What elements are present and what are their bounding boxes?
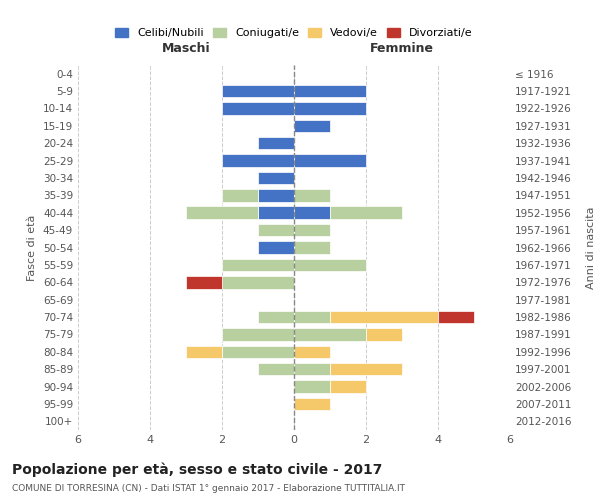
Bar bbox=[330, 363, 402, 376]
Y-axis label: Anni di nascita: Anni di nascita bbox=[586, 206, 595, 289]
Bar bbox=[222, 189, 258, 202]
Bar bbox=[366, 328, 402, 340]
Bar bbox=[294, 85, 366, 98]
Bar bbox=[294, 363, 330, 376]
Bar bbox=[186, 276, 222, 288]
Text: Popolazione per età, sesso e stato civile - 2017: Popolazione per età, sesso e stato civil… bbox=[12, 462, 382, 477]
Bar bbox=[258, 137, 294, 149]
Bar bbox=[222, 346, 294, 358]
Bar bbox=[222, 276, 294, 288]
Bar bbox=[222, 85, 294, 98]
Bar bbox=[258, 363, 294, 376]
Bar bbox=[258, 172, 294, 184]
Bar bbox=[294, 154, 366, 167]
Bar bbox=[258, 224, 294, 236]
Bar bbox=[294, 346, 330, 358]
Bar bbox=[222, 258, 294, 271]
Bar bbox=[222, 328, 294, 340]
Bar bbox=[294, 189, 330, 202]
Y-axis label: Fasce di età: Fasce di età bbox=[28, 214, 37, 280]
Bar bbox=[330, 206, 402, 219]
Bar bbox=[222, 154, 294, 167]
Bar bbox=[294, 224, 330, 236]
Bar bbox=[258, 311, 294, 324]
Bar bbox=[294, 328, 366, 340]
Bar bbox=[330, 380, 366, 393]
Legend: Celibi/Nubili, Coniugati/e, Vedovi/e, Divorziati/e: Celibi/Nubili, Coniugati/e, Vedovi/e, Di… bbox=[111, 23, 477, 42]
Bar bbox=[258, 206, 294, 219]
Bar bbox=[186, 346, 222, 358]
Bar bbox=[294, 311, 330, 324]
Bar bbox=[438, 311, 474, 324]
Bar bbox=[258, 241, 294, 254]
Text: Femmine: Femmine bbox=[370, 42, 434, 54]
Bar bbox=[294, 206, 330, 219]
Bar bbox=[294, 120, 330, 132]
Bar bbox=[330, 311, 438, 324]
Bar bbox=[294, 241, 330, 254]
Bar bbox=[294, 258, 366, 271]
Bar bbox=[222, 102, 294, 115]
Bar bbox=[294, 102, 366, 115]
Bar bbox=[258, 189, 294, 202]
Bar bbox=[294, 398, 330, 410]
Text: Maschi: Maschi bbox=[161, 42, 211, 54]
Text: COMUNE DI TORRESINA (CN) - Dati ISTAT 1° gennaio 2017 - Elaborazione TUTTITALIA.: COMUNE DI TORRESINA (CN) - Dati ISTAT 1°… bbox=[12, 484, 405, 493]
Bar bbox=[186, 206, 258, 219]
Bar bbox=[294, 380, 330, 393]
